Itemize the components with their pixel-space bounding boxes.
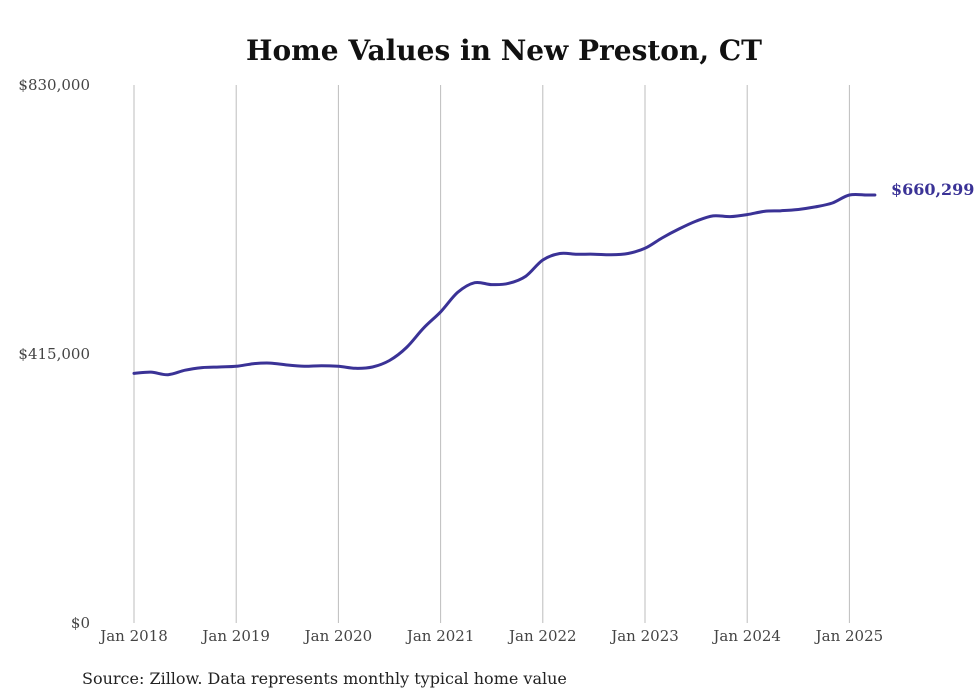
x-tick-label: Jan 2019: [200, 627, 270, 645]
x-tick-label: Jan 2024: [711, 627, 781, 645]
x-tick-label: Jan 2023: [609, 627, 679, 645]
y-tick-label: $830,000: [18, 76, 90, 94]
source-note: Source: Zillow. Data represents monthly …: [82, 669, 567, 688]
x-tick-label: Jan 2018: [98, 627, 168, 645]
x-tick-label: Jan 2022: [507, 627, 577, 645]
grid-lines: [133, 85, 850, 623]
y-tick-label: $415,000: [18, 345, 90, 363]
x-tick-label: Jan 2021: [405, 627, 475, 645]
x-tick-label: Jan 2020: [303, 627, 373, 645]
latest-value-label: $660,299: [891, 180, 975, 199]
chart-title: Home Values in New Preston, CT: [246, 34, 762, 67]
home-value-line: [132, 192, 877, 377]
y-axis-ticks: $0 $415,000 $830,000: [18, 76, 90, 632]
y-tick-label: $0: [71, 614, 90, 632]
x-axis-ticks: Jan 2018 Jan 2019 Jan 2020 Jan 2021 Jan 2022…: [98, 627, 883, 645]
x-tick-label: Jan 2025: [814, 627, 884, 645]
